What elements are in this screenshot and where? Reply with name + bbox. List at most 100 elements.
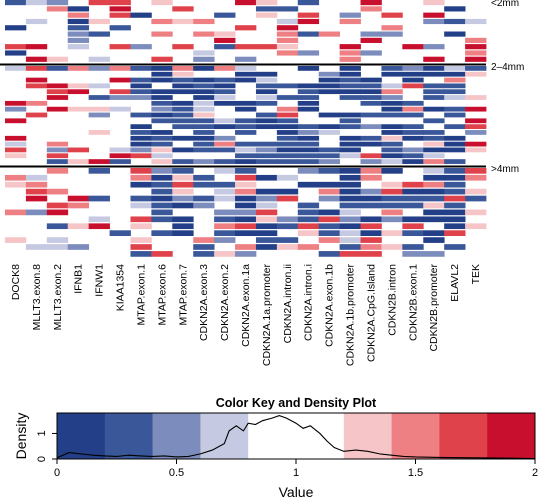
heatmap-cell [151, 100, 173, 106]
heatmap-cell [255, 100, 278, 106]
key-color-block [152, 413, 201, 459]
heatmap-cell [172, 168, 194, 174]
heatmap-cell [339, 118, 361, 124]
heatmap-cell [214, 188, 236, 195]
heatmap-cell [318, 216, 341, 223]
heatmap-cell [339, 244, 361, 250]
heatmap-cell [423, 230, 445, 236]
heatmap-cell [423, 237, 445, 243]
heatmap-cell [444, 195, 466, 202]
heatmap-cell [339, 141, 361, 147]
heatmap-cell [465, 71, 487, 77]
heatmap-cell [255, 174, 278, 181]
x-axis-label: Value [279, 484, 314, 500]
heatmap-cell [360, 244, 382, 250]
heatmap-cell [402, 223, 424, 230]
heatmap-cell [151, 147, 173, 153]
heatmap-cell [402, 188, 424, 195]
heatmap-cell [67, 12, 90, 18]
heatmap-cell [318, 223, 341, 230]
heatmap-cell [255, 118, 278, 124]
heatmap-cell [5, 153, 27, 159]
heatmap-cell [172, 83, 194, 89]
heatmap-cell [235, 25, 257, 31]
heatmap-cell [276, 37, 299, 43]
heatmap-cell [67, 202, 90, 209]
heatmap-cell [318, 188, 341, 195]
heatmap-cell [381, 159, 403, 164]
heatmap-cell [151, 181, 173, 188]
y-tick-label: 1 [36, 430, 48, 436]
key-color-block [104, 413, 153, 459]
heatmap-cell [318, 112, 341, 118]
heatmap-cell [172, 147, 194, 153]
heatmap-cell [235, 130, 257, 135]
heatmap-cell [402, 159, 424, 164]
heatmap-cell [130, 44, 152, 50]
heatmap-cell [67, 44, 90, 50]
heatmap-cell [151, 0, 173, 6]
heatmap-cell [381, 112, 403, 118]
heatmap-cell [235, 66, 257, 71]
heatmap-cell [423, 181, 445, 188]
heatmap-cell [297, 230, 320, 236]
key-color-block [439, 413, 488, 459]
heatmap-cell [381, 216, 403, 223]
heatmap-cell [381, 83, 403, 89]
column-label: CDKN2A.1b.promoter [345, 264, 357, 367]
heatmap-cell [276, 95, 299, 100]
heatmap-cell [360, 153, 382, 159]
heatmap-cell [235, 181, 257, 188]
heatmap-cell [193, 18, 215, 25]
heatmap-cell [172, 106, 194, 112]
x-tick-label: 1.5 [408, 467, 423, 479]
heatmap-cell [214, 37, 236, 43]
heatmap-cell [172, 124, 194, 130]
heatmap-cell [214, 147, 236, 153]
heatmap-cell [46, 202, 69, 209]
heatmap-cell [360, 77, 382, 83]
column-label: MTAP.exon.6 [156, 264, 168, 326]
column-label: MTAP.exon.7 [177, 264, 189, 326]
heatmap-cell [25, 112, 48, 118]
heatmap-cell [423, 89, 445, 95]
heatmap-cell [172, 230, 194, 236]
heatmap-cell [360, 37, 382, 43]
heatmap-cell [423, 83, 445, 89]
heatmap-cell [360, 100, 382, 106]
heatmap-cell [109, 147, 131, 153]
heatmap-cell [381, 100, 403, 106]
heatmap-cell [5, 100, 27, 106]
heatmap-cell [423, 106, 445, 112]
heatmap-cell [130, 130, 152, 135]
heatmap-cell [465, 168, 487, 174]
column-label: DOCK8 [10, 264, 22, 300]
heatmap-cell [297, 181, 320, 188]
heatmap-cell [67, 31, 90, 37]
heatmap-cell [444, 223, 466, 230]
heatmap-cell [423, 209, 445, 216]
heatmap-cell [172, 44, 194, 50]
heatmap-cell [172, 181, 194, 188]
heatmap-cell [339, 153, 361, 159]
heatmap-cell [25, 181, 48, 188]
heatmap-cell [193, 135, 215, 141]
heatmap-cell [255, 71, 278, 77]
heatmap-cell [318, 147, 341, 153]
heatmap-cell [25, 18, 48, 25]
heatmap-cell [402, 135, 424, 141]
heatmap-cell [444, 135, 466, 141]
heatmap-cell [25, 174, 48, 181]
heatmap-cell [151, 66, 173, 71]
heatmap-cell [255, 209, 278, 216]
heatmap-cell [297, 95, 320, 100]
heatmap-cell [297, 141, 320, 147]
heatmap-cell [339, 168, 361, 174]
key-color-block [487, 413, 536, 459]
heatmap-cell [444, 216, 466, 223]
heatmap-cell [88, 83, 110, 89]
heatmap-cell [235, 147, 257, 153]
heatmap-cell [235, 124, 257, 130]
heatmap-cell [402, 153, 424, 159]
heatmap-cell [255, 6, 278, 12]
